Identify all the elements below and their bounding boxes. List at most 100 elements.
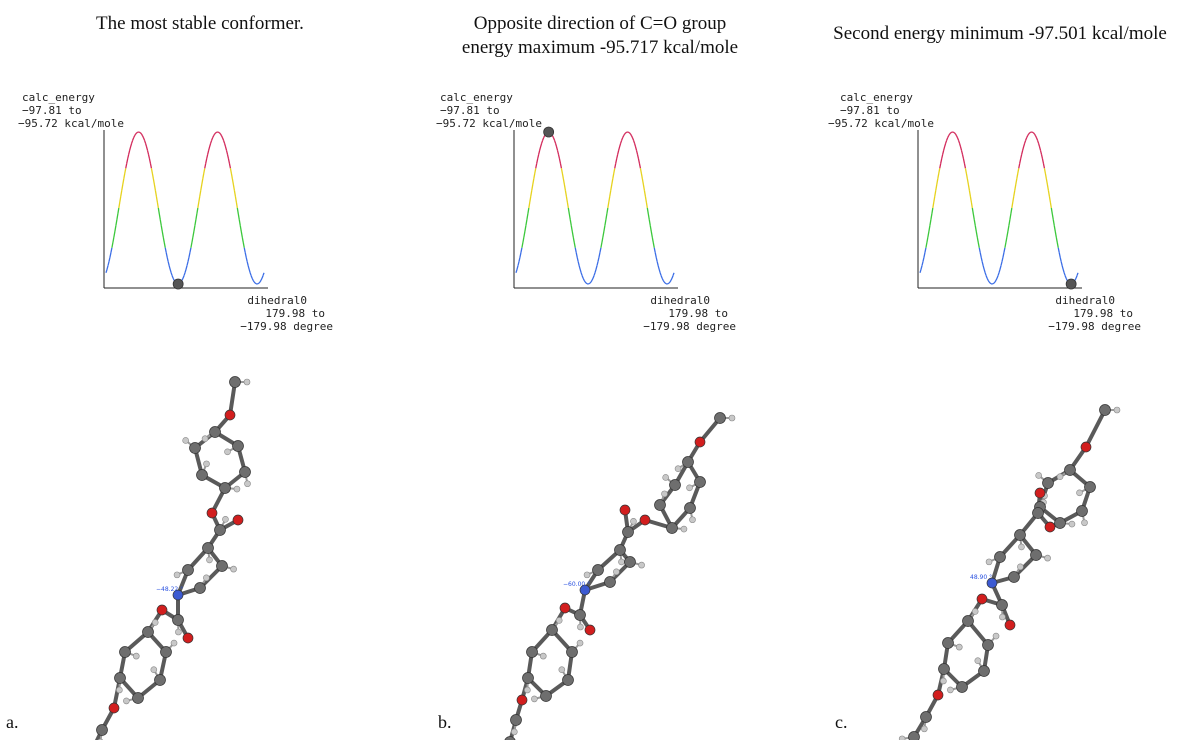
- energy-curve-segment: [150, 168, 154, 174]
- energy-curve-segment: [158, 213, 161, 221]
- hydrogen-atom: [955, 643, 963, 651]
- energy-curve-segment: [1036, 140, 1040, 144]
- nitrogen-atom: [579, 584, 591, 596]
- energy-curve-segment: [565, 196, 568, 203]
- energy-curve-segment: [566, 201, 569, 209]
- energy-curve-segment: [997, 272, 1000, 276]
- energy-curve-segment: [947, 135, 950, 139]
- energy-curve-segment: [930, 213, 933, 220]
- energy-curve-segment: [582, 277, 585, 281]
- carbon-atom: [654, 499, 666, 511]
- carbon-atom: [994, 551, 1006, 563]
- energy-curve-segment: [212, 135, 215, 139]
- energy-curve-segment: [161, 231, 164, 238]
- energy-curve-segment: [637, 158, 641, 164]
- hydrogen-atom: [123, 697, 130, 705]
- energy-curve-segment: [530, 190, 533, 197]
- hydrogen-atom: [689, 516, 696, 524]
- energy-curve-segment: [536, 158, 539, 164]
- energy-curve-segment: [661, 277, 664, 281]
- current-conformer-marker: [543, 126, 555, 138]
- energy-curve-segment: [1060, 261, 1063, 266]
- energy-curve-segment: [1000, 261, 1003, 266]
- molecule-model: 48.90 °: [898, 404, 1121, 740]
- oxygen-atom: [1080, 441, 1092, 453]
- carbon-atom: [956, 681, 968, 693]
- energy-curve-segment: [1056, 242, 1059, 248]
- energy-curve-segment: [943, 146, 946, 151]
- energy-curve-segment: [638, 163, 642, 169]
- hydrogen-atom: [940, 677, 947, 685]
- dihedral-axis-label: dihedral0 179.98 to −179.98 degree: [240, 294, 333, 333]
- hydrogen-atom: [511, 728, 518, 736]
- energy-curve-segment: [618, 146, 621, 151]
- oxygen-atom: [584, 624, 596, 636]
- energy-curve-segment: [254, 282, 257, 285]
- current-conformer-marker: [1065, 278, 1077, 290]
- hydrogen-atom: [116, 686, 123, 694]
- energy-curve-segment: [639, 168, 643, 174]
- hydrogen-atom: [1056, 473, 1064, 481]
- energy-curve-segment: [110, 247, 113, 253]
- energy-curve-segment: [253, 281, 256, 284]
- energy-curve-segment: [957, 140, 961, 144]
- energy-curve-segment: [524, 225, 527, 232]
- energy-curve-segment: [226, 154, 230, 159]
- energy-curve-segment: [131, 140, 134, 144]
- carbon-atom: [1076, 505, 1088, 517]
- energy-curve-segment: [259, 279, 262, 283]
- energy-curve-segment: [977, 242, 980, 248]
- energy-curve-segment: [154, 190, 158, 197]
- nitrogen-atom: [986, 577, 998, 589]
- energy-curve-segment: [136, 131, 138, 134]
- energy-curve-segment: [1048, 196, 1051, 203]
- panel-title-line: The most stable conformer.: [96, 13, 304, 34]
- energy-curve-segment: [653, 247, 656, 253]
- energy-curve-segment: [1009, 213, 1012, 220]
- nitrogen-atom: [172, 589, 184, 601]
- carbon-atom: [592, 564, 604, 576]
- energy-curve-segment: [1040, 154, 1044, 159]
- energy-curve-segment: [1075, 275, 1078, 279]
- energy-curve-segment: [648, 219, 651, 226]
- energy-curve-segment: [1017, 168, 1020, 174]
- energy-curve-segment: [655, 257, 658, 262]
- energy-label: calc_energy: [22, 91, 95, 104]
- oxygen-atom: [206, 507, 218, 519]
- energy-curve-segment: [1037, 143, 1041, 147]
- energy-curve-segment: [159, 219, 162, 226]
- energy-curve-segment: [196, 207, 199, 215]
- energy-curve-segment: [958, 143, 962, 147]
- energy-curve-segment: [663, 281, 666, 284]
- energy-plot: [513, 126, 678, 289]
- energy-curve-segment: [518, 257, 521, 262]
- oxygen-atom: [1044, 521, 1056, 533]
- oxygen-atom: [224, 409, 236, 421]
- energy-curve-segment: [558, 158, 562, 164]
- energy-curve-segment: [202, 173, 205, 180]
- energy-curve-segment: [239, 225, 242, 232]
- energy-curve-segment: [517, 261, 520, 266]
- energy-curve-segment: [152, 178, 156, 185]
- energy-curve-segment: [185, 265, 188, 270]
- energy-curve-segment: [671, 275, 674, 279]
- energy-curve-segment: [1074, 277, 1077, 281]
- energy-curve-segment: [642, 184, 646, 191]
- energy-curve-segment: [599, 247, 602, 253]
- energy-curve-segment: [222, 140, 226, 144]
- hydrogen-atom: [921, 725, 928, 733]
- oxygen-atom: [932, 689, 944, 701]
- energy-curve-segment: [522, 236, 525, 243]
- energy-curve-segment: [1034, 135, 1038, 139]
- dihedral-measure-label: 48.90 °: [970, 574, 992, 581]
- energy-curve-segment: [533, 173, 536, 180]
- energy-curve-segment: [664, 282, 667, 285]
- energy-curve-segment: [601, 236, 604, 243]
- carbon-atom: [669, 479, 681, 491]
- energy-curve-segment: [974, 225, 977, 232]
- energy-curve-segment: [1016, 173, 1019, 180]
- hydrogen-atom: [577, 623, 584, 631]
- panel-letter: a.: [6, 712, 19, 732]
- energy-curve-segment: [262, 272, 265, 276]
- energy-curve-segment: [162, 236, 165, 243]
